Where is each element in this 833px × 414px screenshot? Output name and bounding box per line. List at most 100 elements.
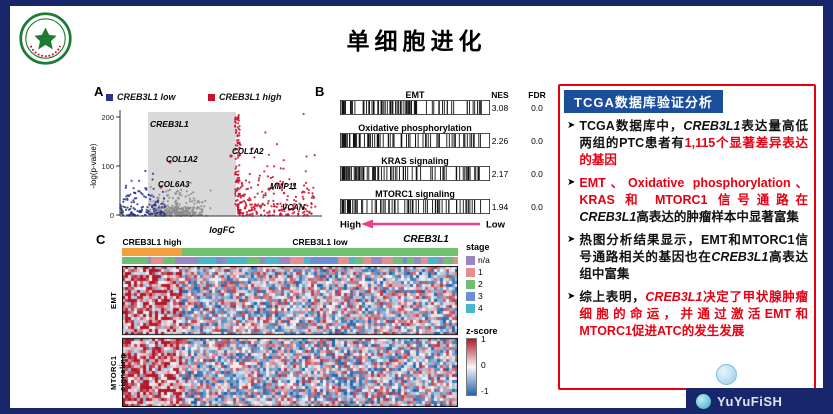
gene-axis-label: CREB3L1 — [403, 234, 449, 245]
bullet-item: ➤ 热图分析结果显示，EMT和MTORC1信号通路相关的基因也在CREB3L1高表… — [567, 232, 808, 283]
heatmap-panel: CREB3L1 high CREB3L1 low EMT MTORC1 sign… — [108, 236, 563, 408]
gsea-col-header-fdr: FDR — [528, 90, 546, 100]
y-axis-label: -log(p-value) — [89, 143, 98, 188]
volcano-legend-high: CREB3L1 high — [208, 92, 282, 102]
stage-legend-item: 1 — [466, 267, 483, 277]
gsea-nes-value: 3.08 — [491, 103, 509, 113]
hospital-logo — [19, 12, 72, 65]
gsea-barcode — [340, 100, 490, 115]
col-group-label-high: CREB3L1 high — [122, 237, 182, 247]
gsea-barcode — [340, 199, 490, 214]
arrow-left-icon — [361, 219, 373, 229]
bullet-marker-icon: ➤ — [567, 177, 576, 188]
bullet-item: ➤ TCGA数据库中，CREB3L1表达量高低两组的PTC患者有1,115个显著差… — [567, 118, 808, 169]
stage-item-label: 3 — [478, 291, 483, 301]
row-label-emt: EMT — [109, 291, 118, 310]
stage-legend-item: 2 — [466, 279, 483, 289]
stage-item-label: 2 — [478, 279, 483, 289]
bullet-text: 热图分析结果显示，EMT和MTORC1信号通路相关的基因也在CREB3L1高表达… — [579, 233, 808, 281]
slide-title: 单细胞进化 — [346, 28, 487, 54]
high-label: High — [340, 220, 361, 231]
tcga-header: TCGA数据库验证分析 — [564, 90, 723, 113]
stage-legend-item: n/a — [466, 255, 490, 265]
watermark-avatar — [716, 364, 737, 385]
zscore-legend-title: z-score — [466, 326, 498, 336]
stage-legend-item: 4 — [466, 303, 483, 313]
bullet-text: 综上表明，CREB3L1决定了甲状腺肿瘤细胞的命运，并通过激活EMT和MTORC… — [579, 290, 808, 338]
stage-legend-title: stage — [466, 242, 490, 252]
panel-b-label: B — [315, 84, 325, 99]
gsea-panel: NES FDR EMT 3.08 0.0 Oxidative phosphory… — [328, 90, 563, 260]
zscore-colorbar — [466, 338, 477, 396]
row-label-mtorc1: MTORC1 signaling — [109, 353, 127, 392]
bullet-text: TCGA数据库中，CREB3L1表达量高低两组的PTC患者有1,115个显著差异… — [579, 119, 808, 167]
stage-item-label: n/a — [478, 255, 490, 265]
zscore-tick: 0 — [481, 360, 486, 370]
slide-background: 单细胞进化 A CREB3L1 low CREB3L1 high 200 100… — [10, 6, 823, 408]
nonsig-region — [148, 112, 236, 216]
zscore-tick: 1 — [481, 334, 486, 344]
legend-label-high: CREB3L1 high — [219, 92, 282, 102]
stage-swatch-icon — [466, 279, 475, 289]
gsea-fdr-value: 0.0 — [531, 202, 543, 212]
legend-label-low: CREB3L1 low — [117, 92, 176, 102]
tcga-bullet-list: ➤ TCGA数据库中，CREB3L1表达量高低两组的PTC患者有1,115个显著差… — [567, 118, 808, 346]
watermark-bar: YuYuFiSH — [686, 388, 823, 414]
annotation-bar-high — [122, 248, 182, 256]
y-tick: 100 — [101, 162, 114, 171]
bullet-marker-icon: ➤ — [567, 120, 576, 131]
y-tick: 0 — [110, 211, 114, 220]
heatmap-canvas — [122, 266, 458, 407]
stage-annotation-bar — [122, 257, 458, 264]
stage-swatch-icon — [466, 267, 475, 277]
annotation-bar-low — [182, 248, 458, 256]
gene-label-creb3l1: CREB3L1 — [150, 119, 189, 129]
gsea-barcode — [340, 166, 490, 181]
gene-label-col1a2: COL1A2 — [166, 155, 198, 164]
watermark-logo-icon — [696, 393, 711, 409]
zscore-tick: -1 — [481, 386, 489, 396]
bullet-item: ➤ 综上表明，CREB3L1决定了甲状腺肿瘤细胞的命运，并通过激活EMT和MTOR… — [567, 289, 808, 340]
legend-swatch-high-icon — [208, 93, 215, 101]
low-label: Low — [486, 220, 506, 231]
gene-label-vcan: VCAN — [282, 203, 305, 212]
panel-c-label: C — [96, 232, 106, 247]
bullet-marker-icon: ➤ — [567, 291, 576, 302]
stage-item-label: 1 — [478, 267, 483, 277]
bullet-text: EMT、Oxidative phosphorylation、KRAS 和 MTO… — [579, 176, 808, 224]
col-group-label-low: CREB3L1 low — [292, 237, 348, 247]
gsea-barcode — [340, 133, 490, 148]
volcano-points — [119, 112, 317, 218]
watermark-text: YuYuFiSH — [717, 393, 783, 409]
bullet-item: ➤ EMT、Oxidative phosphorylation、KRAS 和 MT… — [567, 175, 808, 226]
legend-swatch-low-icon — [106, 93, 113, 101]
gene-label-col6a3: COL6A3 — [158, 180, 190, 189]
gsea-axis: High Low CREB3L1 — [340, 219, 506, 245]
stage-swatch-icon — [466, 303, 475, 313]
volcano-legend-low: CREB3L1 low — [106, 92, 176, 102]
gsea-nes-value: 2.26 — [491, 136, 509, 146]
volcano-plot: 200 100 0 -log(p-value) logFC CREB3L1 CO… — [89, 110, 322, 235]
gsea-nes-value: 1.94 — [491, 202, 509, 212]
gsea-row-title: KRAS signaling — [381, 156, 449, 166]
gene-label-col1a2: COL1A2 — [232, 147, 264, 156]
tcga-analysis-box: TCGA数据库验证分析 ➤ TCGA数据库中，CREB3L1表达量高低两组的PTC… — [558, 84, 816, 390]
stage-swatch-icon — [466, 255, 475, 265]
gsea-fdr-value: 0.0 — [531, 169, 543, 179]
y-tick: 200 — [101, 113, 114, 122]
gsea-row-title: EMT — [405, 90, 425, 100]
stage-swatch-icon — [466, 291, 475, 301]
gsea-fdr-value: 0.0 — [531, 103, 543, 113]
gsea-nes-value: 2.17 — [491, 169, 509, 179]
gene-label-mmp11: MMP11 — [270, 182, 298, 191]
x-axis-label: logFC — [209, 225, 235, 235]
gsea-row-title: Oxidative phosphorylation — [358, 123, 472, 133]
stage-legend-item: 3 — [466, 291, 483, 301]
gsea-col-header-nes: NES — [491, 90, 509, 100]
gsea-fdr-value: 0.0 — [531, 136, 543, 146]
panel-a-label: A — [94, 84, 104, 99]
bullet-marker-icon: ➤ — [567, 234, 576, 245]
stage-item-label: 4 — [478, 303, 483, 313]
gsea-row-title: MTORC1 signaling — [375, 189, 455, 199]
